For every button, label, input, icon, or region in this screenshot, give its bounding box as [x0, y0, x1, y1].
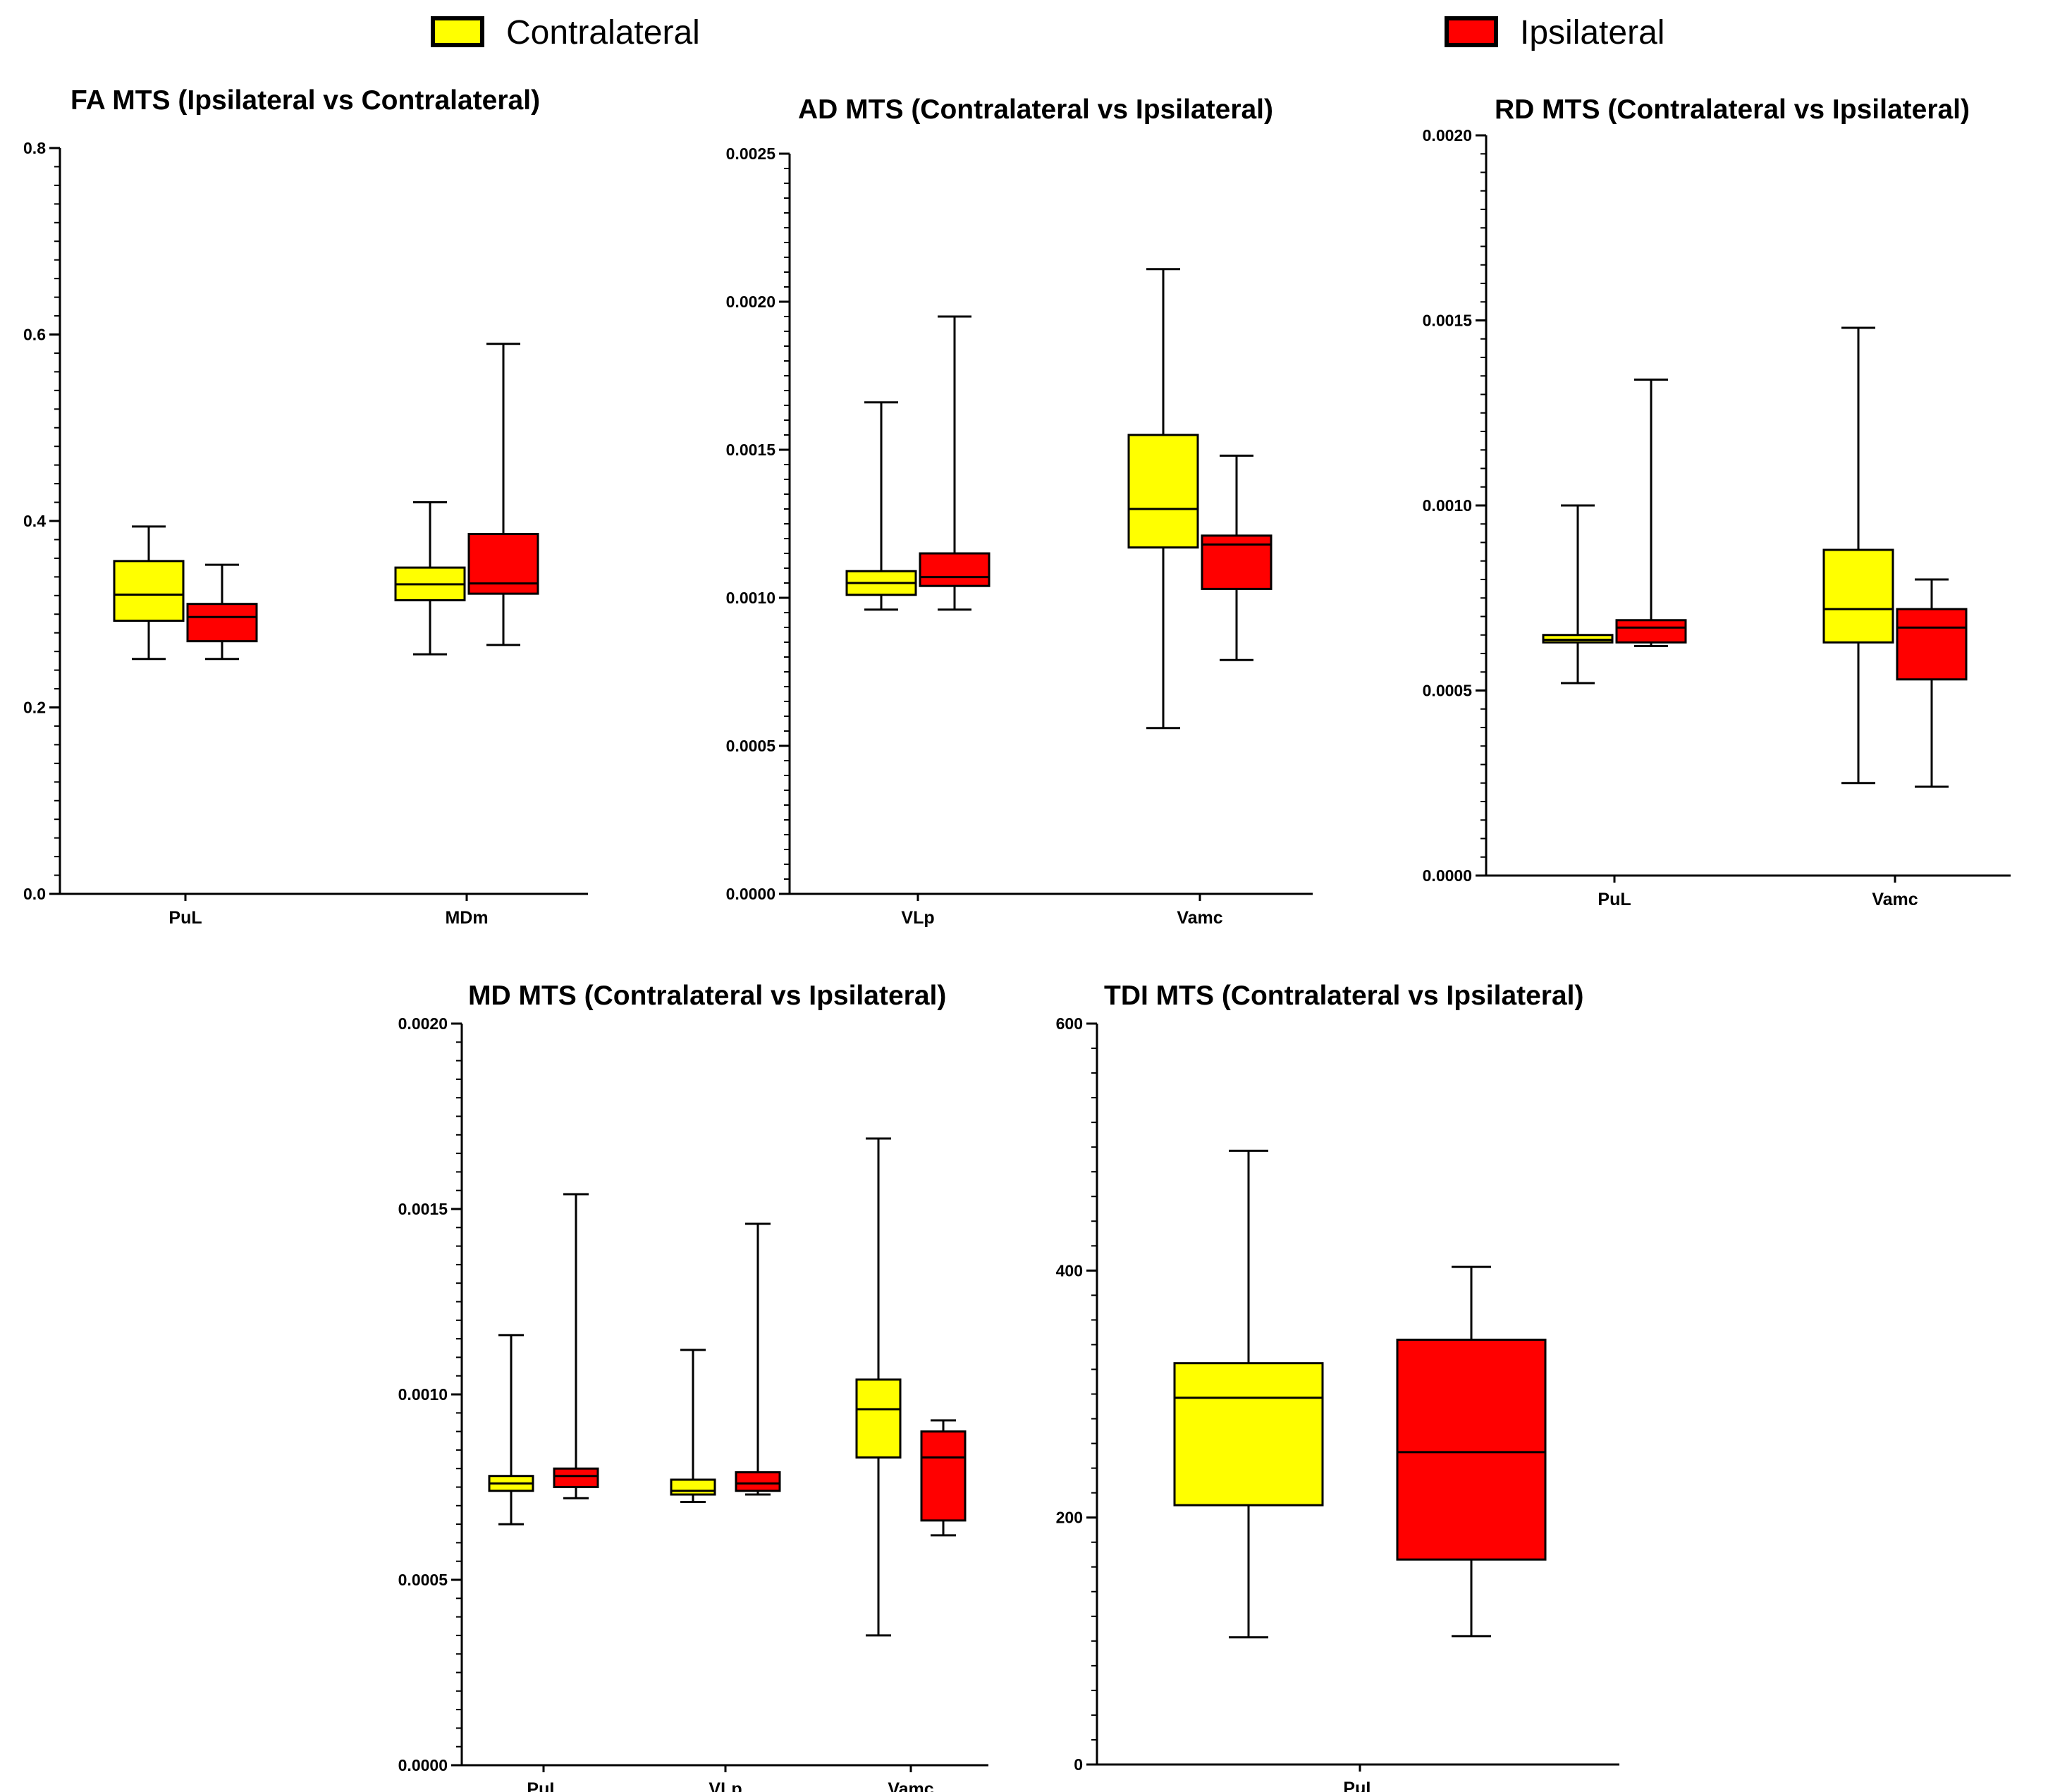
y-tick-label: 400: [1056, 1261, 1083, 1279]
y-tick-label: 0.8: [23, 139, 46, 157]
box-contralateral-vamc: [1127, 268, 1199, 730]
box-iqr: [553, 1467, 599, 1488]
box-iqr: [1542, 634, 1614, 644]
y-tick-label: 0.0000: [726, 885, 775, 903]
box-ipsilateral-pul: [1396, 1265, 1547, 1638]
y-tick-label: 0.0010: [726, 589, 775, 607]
box-ipsilateral-pul: [186, 563, 258, 661]
legend-swatch-ipsilateral: [1445, 16, 1498, 47]
y-tick-label: 200: [1056, 1509, 1083, 1527]
legend: Contralateral Ipsilateral: [431, 14, 1664, 51]
y-tick-label: 0.0015: [398, 1200, 448, 1218]
chart-panel-4: MD MTS (Contralateral vs Ipsilateral) 0.0…: [398, 981, 988, 1792]
legend-label-contralateral: Contralateral: [506, 14, 700, 51]
x-category-label: PuL: [1598, 890, 1631, 909]
y-tick-label: 0.0: [23, 885, 46, 903]
y-tick-label: 0.4: [23, 512, 46, 530]
box-contralateral-vamc: [1822, 326, 1894, 785]
box-iqr: [186, 603, 258, 643]
y-tick-label: 0.0010: [398, 1385, 448, 1404]
box-ipsilateral-vlp: [919, 315, 991, 611]
box-ipsilateral-pul: [553, 1193, 599, 1499]
x-category-label: PuL: [527, 1779, 560, 1792]
box-iqr: [670, 1478, 716, 1496]
y-tick-label: 0.0000: [398, 1756, 448, 1774]
y-tick-label: 0.0005: [398, 1571, 448, 1589]
box-iqr: [467, 533, 539, 595]
chart-title: TDI MTS (Contralateral vs Ipsilateral): [1104, 981, 1584, 1011]
x-category-label: VLp: [901, 908, 934, 928]
box-iqr: [919, 552, 991, 587]
y-tick-label: 0.0000: [1423, 866, 1472, 885]
box-contralateral-vamc: [855, 1137, 902, 1637]
y-tick-label: 0: [1074, 1755, 1083, 1774]
x-category-label: Vamc: [1872, 890, 1918, 909]
y-tick-label: 0.6: [23, 326, 46, 344]
y-tick-label: 0.0025: [726, 145, 776, 163]
chart-panel-3: RD MTS (Contralateral vs Ipsilateral) 0.0…: [1423, 94, 2011, 909]
legend-swatch-contralateral: [431, 16, 484, 47]
chart-title: RD MTS (Contralateral vs Ipsilateral): [1495, 94, 1970, 125]
box-iqr: [1396, 1338, 1547, 1561]
box-contralateral-vlp: [845, 401, 917, 611]
box-iqr: [855, 1378, 902, 1459]
box-iqr: [1822, 548, 1894, 644]
legend-label-ipsilateral: Ipsilateral: [1520, 14, 1664, 51]
y-tick-label: 0.0010: [1423, 496, 1472, 515]
box-ipsilateral-vamc: [920, 1419, 967, 1537]
box-ipsilateral-mdm: [467, 343, 539, 646]
box-contralateral-mdm: [394, 501, 466, 656]
box-contralateral-pul: [1173, 1149, 1324, 1639]
x-category-label: PuL: [168, 908, 202, 928]
box-iqr: [920, 1430, 967, 1522]
box-contralateral-pul: [113, 525, 185, 661]
x-category-label: MDm: [445, 908, 488, 928]
y-tick-label: 0.0005: [726, 737, 776, 755]
x-category-label: PuL: [1343, 1779, 1376, 1792]
box-ipsilateral-vlp: [735, 1222, 781, 1496]
y-tick-label: 600: [1056, 1014, 1083, 1033]
x-category-label: VLp: [709, 1779, 742, 1792]
y-tick-label: 0.0015: [1423, 312, 1473, 330]
box-ipsilateral-pul: [1615, 379, 1687, 647]
box-contralateral-vlp: [670, 1349, 716, 1504]
box-iqr: [1127, 434, 1199, 549]
chart-title: FA MTS (Ipsilateral vs Contralateral): [70, 85, 540, 116]
chart-panel-2: AD MTS (Contralateral vs Ipsilateral) 0.0…: [726, 94, 1313, 928]
y-tick-label: 0.0020: [1423, 126, 1472, 145]
chart-panel-1: FA MTS (Ipsilateral vs Contralateral) 0.0…: [23, 85, 588, 928]
box-iqr: [1615, 619, 1687, 644]
chart-title: MD MTS (Contralateral vs Ipsilateral): [468, 981, 946, 1011]
box-iqr: [113, 560, 185, 622]
box-contralateral-pul: [488, 1334, 534, 1526]
x-category-label: Vamc: [1177, 908, 1222, 928]
x-category-label: Vamc: [888, 1779, 933, 1792]
chart-title: AD MTS (Contralateral vs Ipsilateral): [798, 94, 1273, 125]
y-tick-label: 0.0020: [726, 293, 775, 311]
box-iqr: [735, 1471, 781, 1492]
box-ipsilateral-vamc: [1201, 454, 1273, 661]
y-tick-label: 0.0020: [398, 1014, 448, 1033]
box-iqr: [1896, 608, 1968, 681]
y-tick-label: 0.0005: [1423, 682, 1473, 700]
box-iqr: [1173, 1362, 1324, 1506]
box-contralateral-pul: [1542, 504, 1614, 685]
chart-panel-5: TDI MTS (Contralateral vs Ipsilateral) 0 2…: [1056, 981, 1619, 1792]
y-tick-label: 0.2: [23, 699, 46, 717]
y-tick-label: 0.0015: [726, 441, 776, 459]
box-ipsilateral-vamc: [1896, 578, 1968, 788]
